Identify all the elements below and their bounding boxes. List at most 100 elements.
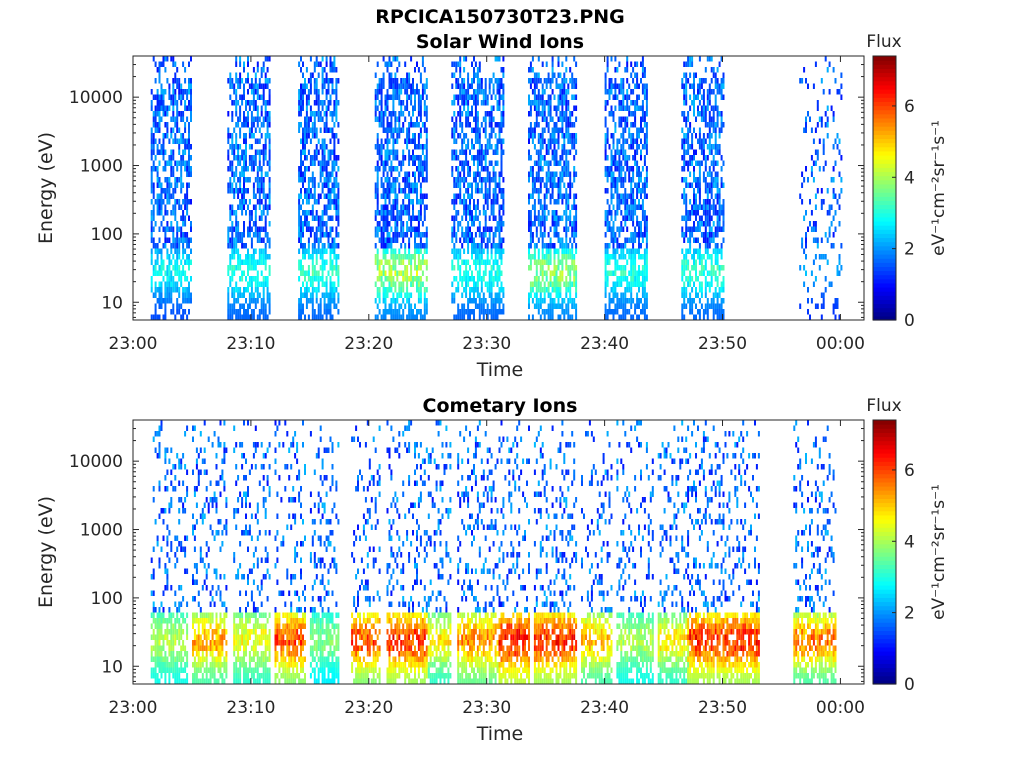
spectrogram-cell: [687, 127, 690, 133]
spectrogram-cell: [300, 303, 302, 309]
spectrogram-cell: [176, 111, 179, 117]
spectrogram-cell: [622, 116, 625, 122]
spectrogram-cell: [541, 94, 544, 100]
spectrogram-cell: [392, 133, 395, 139]
spectrogram-cell: [414, 188, 416, 194]
spectrogram-cell: [243, 309, 245, 315]
spectrogram-cell: [156, 193, 159, 199]
spectrogram-cell: [382, 116, 385, 122]
spectrogram-cell: [164, 298, 167, 304]
spectrogram-cell: [239, 237, 242, 243]
spectrogram-cell: [376, 199, 379, 205]
spectrogram-cell: [162, 149, 165, 155]
spectrogram-cell: [547, 188, 550, 194]
spectrogram-cell: [425, 237, 428, 243]
spectrogram-cell: [394, 149, 397, 155]
spectrogram-cell: [414, 177, 416, 183]
spectrogram-cell: [166, 276, 169, 282]
spectrogram-cell: [476, 171, 479, 177]
spectrogram-cell: [643, 298, 646, 304]
spectrogram-cell: [681, 265, 684, 271]
spectrogram-cell: [184, 237, 187, 243]
spectrogram-cell: [166, 56, 169, 62]
spectrogram-cell: [455, 83, 458, 89]
spectrogram-cell: [557, 188, 560, 194]
spectrogram-cell: [638, 226, 640, 232]
spectrogram-cell: [160, 248, 163, 254]
spectrogram-cell: [476, 166, 479, 172]
spectrogram-cell: [394, 226, 397, 232]
spectrogram-cell: [417, 111, 420, 117]
spectrogram-cell: [184, 89, 187, 95]
spectrogram-cell: [229, 182, 232, 188]
spectrogram-cell: [402, 155, 405, 161]
spectrogram-cell: [174, 215, 177, 221]
spectrogram-cell: [325, 111, 328, 117]
spectrogram-cell: [500, 83, 503, 89]
spectrogram-cell: [321, 254, 324, 260]
spectrogram-cell: [698, 298, 701, 304]
spectrogram-cell: [616, 309, 619, 315]
spectrogram-cell: [250, 292, 253, 298]
spectrogram-cell: [545, 254, 548, 260]
spectrogram-cell: [168, 226, 171, 232]
spectrogram-cell: [529, 287, 532, 293]
spectrogram-cell: [500, 166, 503, 172]
spectrogram-cell: [563, 116, 566, 122]
spectrogram-cell: [382, 127, 385, 133]
spectrogram-cell: [486, 309, 489, 315]
spectrogram-cell: [461, 303, 464, 309]
spectrogram-cell: [406, 292, 409, 298]
spectrogram-cell: [614, 105, 617, 111]
spectrogram-cell: [268, 89, 271, 95]
spectrogram-cell: [545, 309, 548, 315]
spectrogram-cell: [628, 111, 631, 117]
spectrogram-cell: [473, 243, 475, 249]
spectrogram-cell: [634, 155, 637, 161]
spectrogram-cell: [262, 210, 265, 216]
spectrogram-cell: [528, 138, 530, 144]
spectrogram-cell: [298, 199, 301, 205]
spectrogram-cell: [547, 138, 550, 144]
spectrogram-cell: [612, 182, 615, 188]
spectrogram-cell: [333, 155, 336, 161]
spectrogram-cell: [152, 160, 155, 166]
spectrogram-cell: [626, 309, 629, 315]
spectrogram-cell: [300, 171, 302, 177]
spectrogram-cell: [404, 171, 407, 177]
spectrogram-cell: [502, 111, 505, 117]
spectrogram-cell: [388, 309, 391, 315]
spectrogram-cell: [641, 281, 644, 287]
spectrogram-cell: [319, 314, 322, 320]
spectrogram-cell: [252, 221, 255, 227]
spectrogram-cell: [488, 122, 491, 128]
spectrogram-cell: [693, 100, 695, 106]
spectrogram-cell: [398, 122, 401, 128]
spectrogram-cell: [325, 61, 328, 67]
spectrogram-cell: [309, 78, 312, 84]
spectrogram-cell: [630, 215, 633, 221]
spectrogram-cell: [453, 199, 456, 205]
spectrogram-cell: [465, 160, 468, 166]
spectrogram-cell: [233, 248, 236, 254]
spectrogram-cell: [693, 221, 695, 227]
spectrogram-cell: [622, 292, 625, 298]
spectrogram-cell: [231, 182, 234, 188]
spectrogram-cell: [237, 144, 240, 150]
spectrogram-cell: [457, 309, 460, 315]
spectrogram-cell: [478, 232, 481, 238]
spectrogram-cell: [396, 78, 399, 84]
spectrogram-cell: [233, 171, 236, 177]
spectrogram-cell: [156, 111, 159, 117]
spectrogram-cell: [500, 215, 503, 221]
spectrogram-cell: [333, 237, 336, 243]
spectrogram-cell: [543, 111, 546, 117]
spectrogram-cell: [645, 144, 648, 150]
spectrogram-cell: [482, 276, 485, 282]
spectrogram-cell: [624, 204, 627, 210]
spectrogram-cell: [533, 215, 536, 221]
spectrogram-cell: [476, 259, 479, 265]
spectrogram-cell: [414, 243, 416, 249]
spectrogram-cell: [237, 259, 240, 265]
spectrogram-cell: [474, 232, 477, 238]
